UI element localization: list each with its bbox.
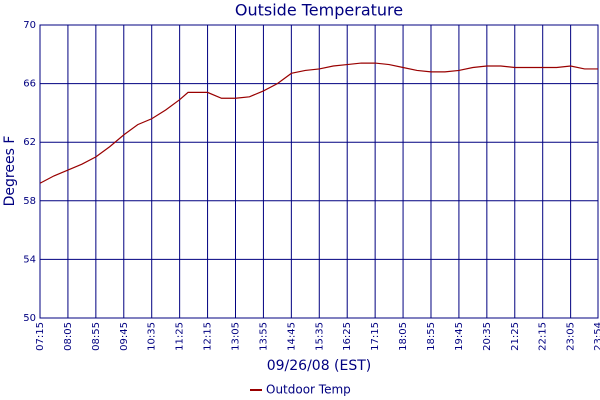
x-tick-label: 11:25 — [175, 322, 186, 351]
x-tick-label: 19:45 — [454, 322, 465, 351]
x-tick-label: 22:15 — [538, 322, 549, 351]
x-tick-label: 09:45 — [119, 322, 130, 351]
y-tick-label: 50 — [23, 313, 36, 324]
y-tick-label: 70 — [23, 20, 36, 31]
x-tick-label: 14:45 — [286, 322, 297, 351]
x-tick-label: 23:54 — [593, 322, 600, 351]
data-line — [39, 62, 598, 184]
x-tick-label: 18:05 — [398, 322, 409, 351]
x-tick-label: 13:05 — [230, 322, 241, 351]
x-tick-label: 08:55 — [91, 322, 102, 351]
y-tick-label: 66 — [23, 79, 36, 90]
x-tick-label: 15:35 — [314, 322, 325, 351]
x-tick-label: 12:15 — [203, 322, 214, 351]
x-tick-label: 18:55 — [426, 322, 437, 351]
x-tick-label: 08:05 — [63, 322, 74, 351]
x-axis-label: 09/26/08 (EST) — [267, 358, 372, 374]
y-tick-label: 58 — [23, 196, 36, 207]
x-tick-label: 23:05 — [566, 322, 577, 351]
x-tick-label: 07:15 — [35, 322, 46, 351]
x-tick-label: 16:25 — [342, 322, 353, 351]
chart-title: Outside Temperature — [235, 1, 403, 20]
legend-label: Outdoor Temp — [266, 383, 351, 397]
y-axis-label: Degrees F — [2, 136, 18, 207]
x-tick-label: 13:55 — [258, 322, 269, 351]
x-tick-label: 10:35 — [147, 322, 158, 351]
x-tick-label: 17:15 — [370, 322, 381, 351]
x-tick-label: 21:25 — [510, 322, 521, 351]
x-tick-label: 20:35 — [482, 322, 493, 351]
y-tick-label: 62 — [23, 137, 36, 148]
y-tick-label: 54 — [23, 254, 36, 265]
